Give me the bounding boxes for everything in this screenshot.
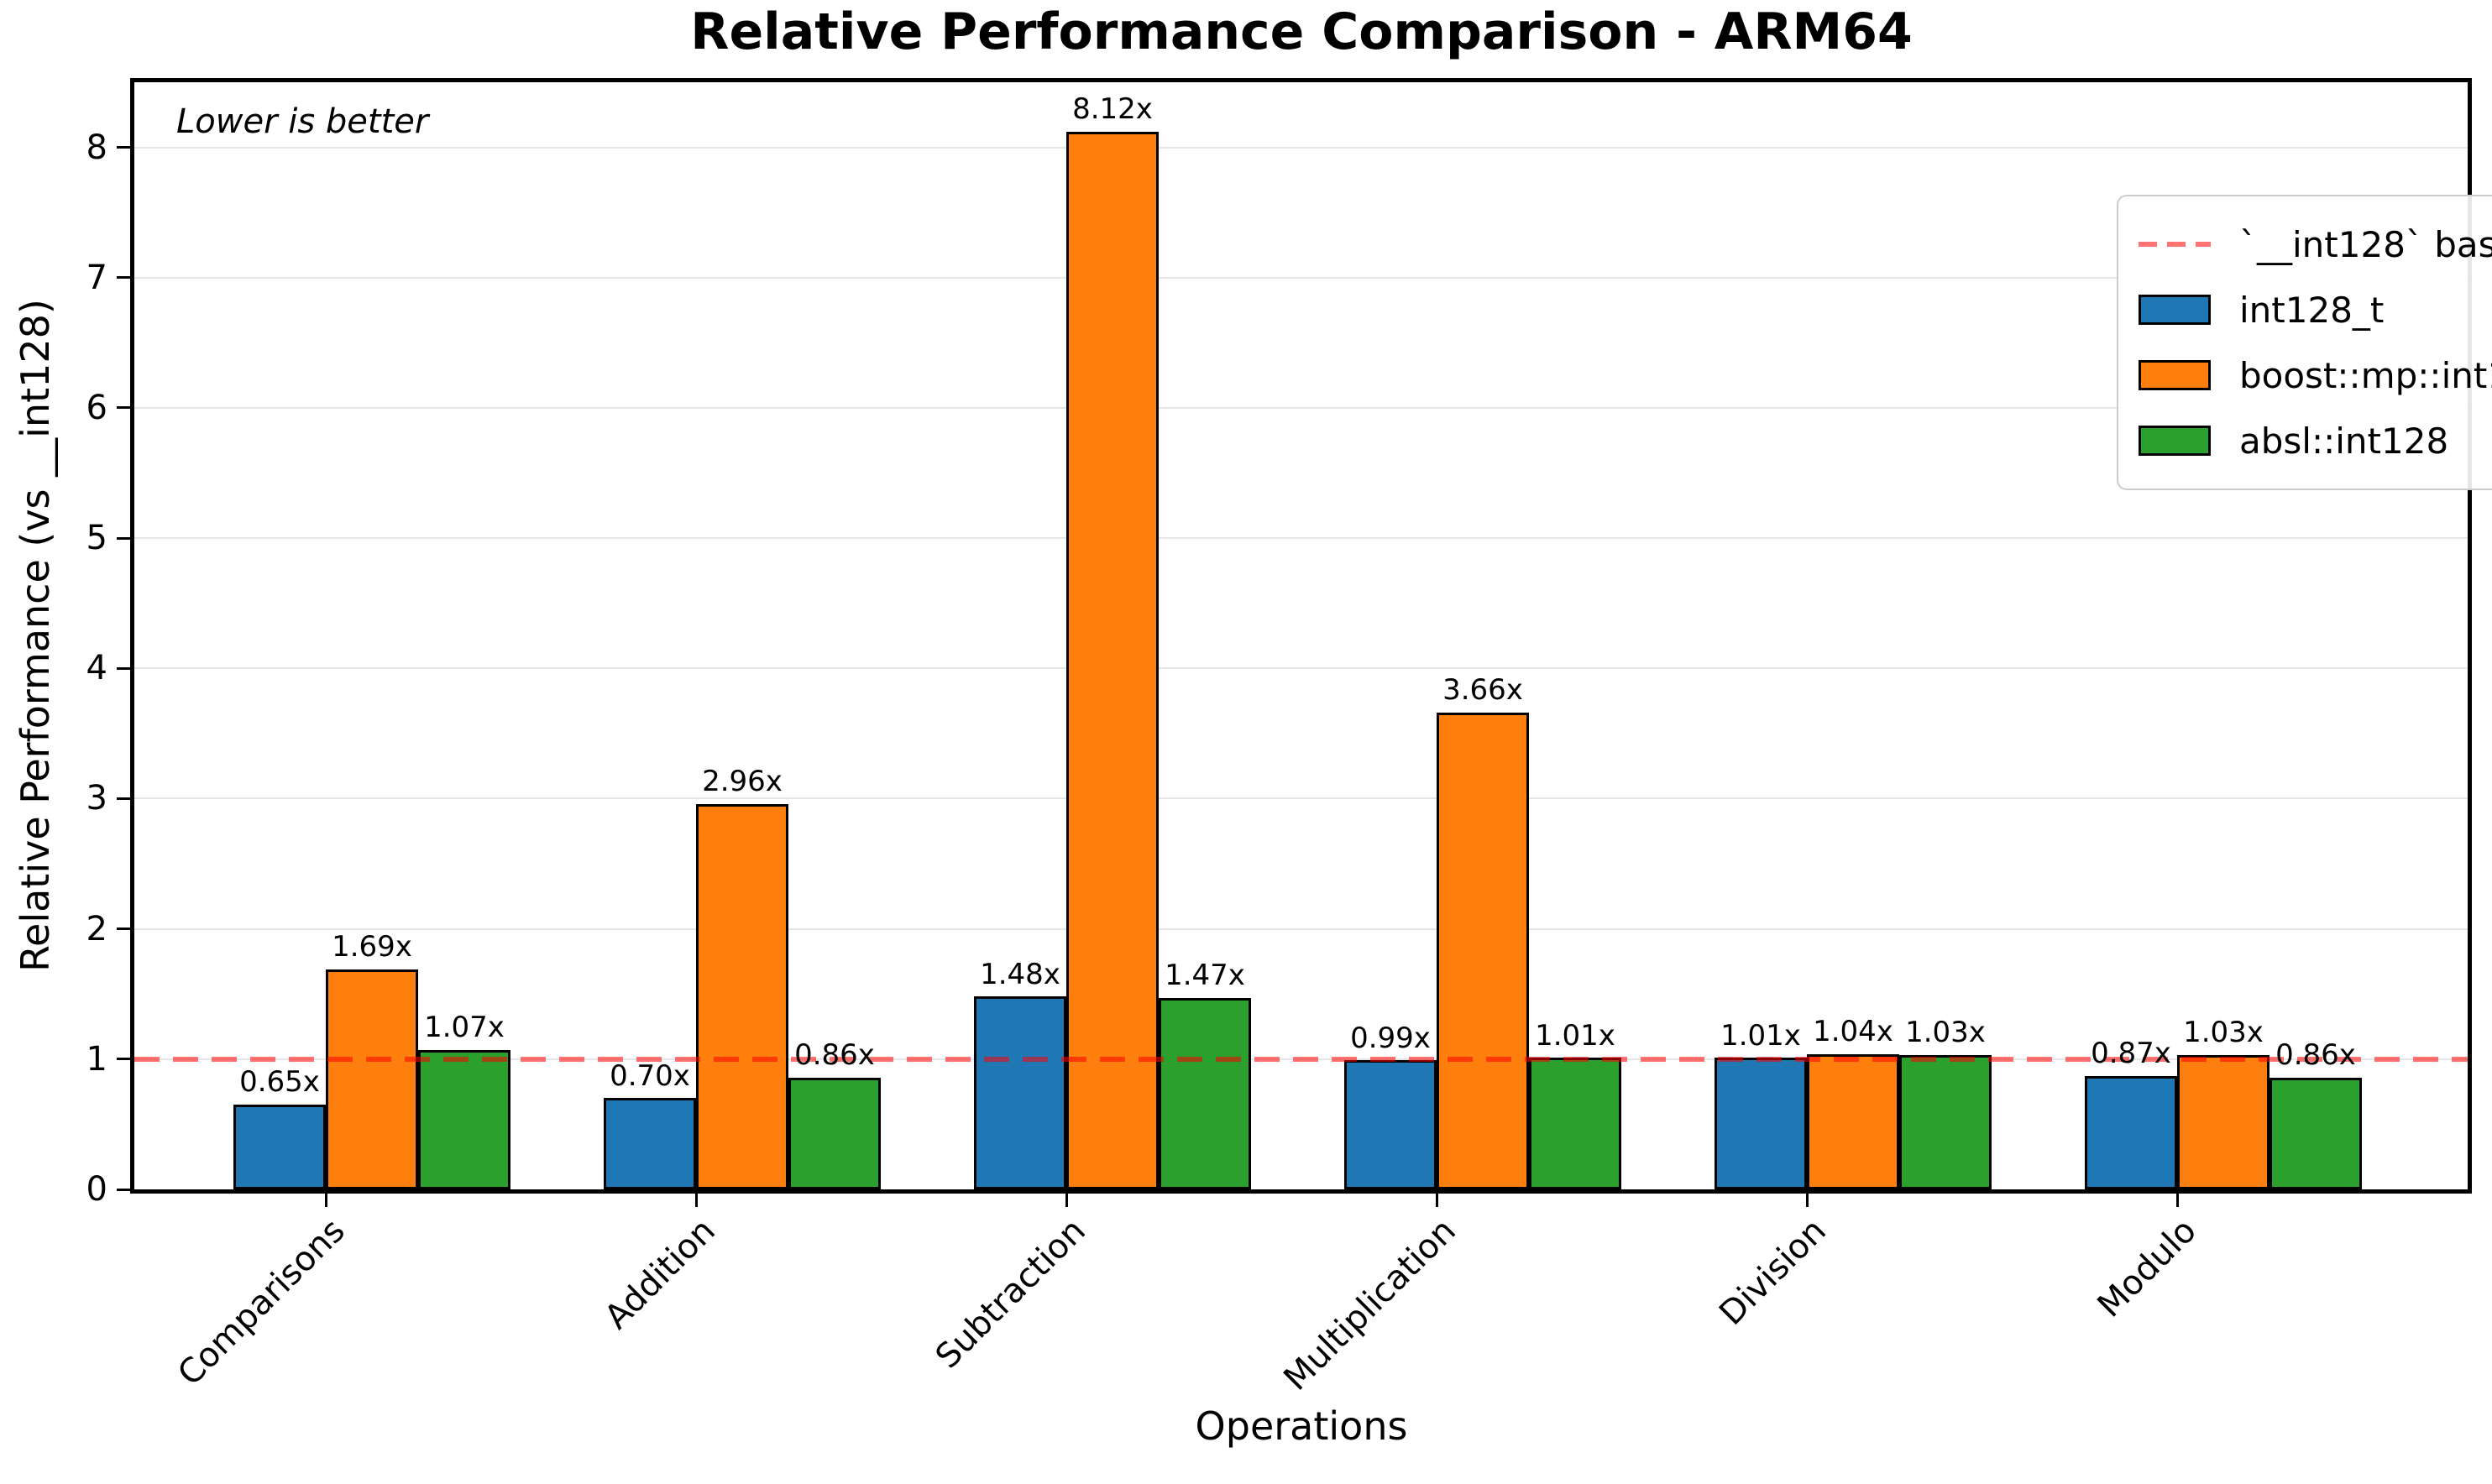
- bar-value-label: 2.96x: [702, 765, 783, 798]
- x-tick-label-multiplication: Multiplication: [1276, 1211, 1463, 1398]
- x-tick-mark-addition: [694, 1194, 698, 1207]
- y-tick-mark-5: [117, 536, 130, 540]
- chart-title: Relative Performance Comparison - ARM64: [690, 3, 1913, 61]
- bar-absl-int128-division: [1899, 1055, 1992, 1189]
- x-tick-label-subtraction: Subtraction: [928, 1211, 1093, 1377]
- legend-swatch: [2139, 426, 2211, 456]
- y-tick-label-3: 3: [86, 779, 107, 818]
- x-tick-label-comparisons: Comparisons: [170, 1211, 353, 1393]
- gridline-y-7: [134, 276, 2468, 279]
- x-tick-mark-modulo: [2175, 1194, 2179, 1207]
- bar-value-label: 0.65x: [239, 1065, 320, 1100]
- gridline-y-6: [134, 406, 2468, 409]
- gridline-y-4: [134, 667, 2468, 670]
- y-tick-mark-8: [117, 146, 130, 149]
- legend-swatch: [2139, 360, 2211, 390]
- bar-value-label: 0.87x: [2091, 1037, 2171, 1071]
- bar-value-label: 1.07x: [424, 1011, 505, 1045]
- legend-entry-boost-mp-int128-t: boost::mp::int128_t: [2139, 342, 2492, 408]
- legend-baseline-dash-sample: [2139, 242, 2211, 247]
- bar-absl-int128-modulo: [2270, 1077, 2362, 1189]
- y-tick-label-8: 8: [86, 128, 107, 167]
- bar-value-label: 1.01x: [1720, 1018, 1801, 1053]
- x-tick-mark-subtraction: [1065, 1194, 1068, 1207]
- bar-boost-mp-int128-t-addition: [696, 803, 788, 1189]
- x-tick-label-addition: Addition: [597, 1211, 723, 1337]
- y-tick-mark-6: [117, 406, 130, 410]
- bar-value-label: 0.99x: [1350, 1021, 1431, 1055]
- bar-boost-mp-int128-t-division: [1807, 1053, 1899, 1189]
- bar-value-label: 1.69x: [332, 930, 412, 964]
- bar-value-label: 1.04x: [1813, 1014, 1893, 1048]
- legend-swatch: [2139, 295, 2211, 325]
- bar-value-label: 1.48x: [980, 957, 1060, 991]
- bar-int128-t-addition: [604, 1098, 696, 1189]
- legend: `__int128` baselineint128_tboost::mp::in…: [2117, 195, 2492, 490]
- bar-int128-t-modulo: [2085, 1076, 2177, 1189]
- legend-entry-baseline: `__int128` baseline: [2139, 212, 2492, 277]
- y-tick-label-1: 1: [86, 1039, 107, 1079]
- bar-value-label: 1.03x: [2183, 1016, 2264, 1050]
- y-tick-mark-3: [117, 797, 130, 800]
- bar-int128-t-multiplication: [1344, 1060, 1437, 1189]
- legend-label: int128_t: [2239, 289, 2385, 331]
- y-tick-mark-1: [117, 1058, 130, 1061]
- bar-int128-t-subtraction: [974, 996, 1066, 1189]
- x-tick-mark-comparisons: [324, 1194, 327, 1207]
- x-tick-mark-division: [1805, 1194, 1809, 1207]
- legend-label: absl::int128: [2239, 420, 2449, 462]
- y-tick-label-2: 2: [86, 909, 107, 948]
- gridline-y-8: [134, 146, 2468, 149]
- bar-absl-int128-multiplication: [1529, 1058, 1621, 1189]
- bar-value-label: 8.12x: [1072, 92, 1153, 127]
- gridline-y-5: [134, 537, 2468, 540]
- x-axis-label: Operations: [1195, 1403, 1408, 1449]
- y-tick-label-7: 7: [86, 258, 107, 297]
- y-tick-label-6: 6: [86, 388, 107, 427]
- bar-int128-t-division: [1715, 1058, 1807, 1189]
- bar-value-label: 0.86x: [794, 1037, 875, 1072]
- legend-entry-int128-t: int128_t: [2139, 277, 2492, 342]
- x-tick-mark-multiplication: [1435, 1194, 1438, 1207]
- gridline-y-2: [134, 928, 2468, 930]
- bar-boost-mp-int128-t-modulo: [2177, 1055, 2270, 1189]
- bar-boost-mp-int128-t-multiplication: [1437, 713, 1529, 1189]
- y-tick-mark-2: [117, 928, 130, 931]
- y-tick-mark-7: [117, 276, 130, 280]
- y-tick-label-0: 0: [86, 1170, 107, 1209]
- legend-label: `__int128` baseline: [2239, 223, 2492, 265]
- y-tick-mark-0: [117, 1188, 130, 1191]
- bar-absl-int128-comparisons: [418, 1049, 510, 1189]
- x-tick-label-modulo: Modulo: [2090, 1211, 2204, 1325]
- bar-value-label: 1.47x: [1165, 959, 1245, 993]
- bar-value-label: 3.66x: [1442, 673, 1523, 708]
- bar-absl-int128-addition: [788, 1077, 881, 1189]
- bar-absl-int128-subtraction: [1159, 997, 1251, 1189]
- plot-area: 0.65x 1.69x 1.07x 0.70x 2.96x 0.86x 1.48x 8.12x…: [130, 78, 2492, 1194]
- x-tick-label-division: Division: [1712, 1211, 1834, 1333]
- y-tick-label-5: 5: [86, 519, 107, 558]
- y-tick-mark-4: [117, 666, 130, 670]
- lower-is-better-annotation: Lower is better: [176, 102, 429, 141]
- bar-value-label: 1.03x: [1905, 1016, 1986, 1050]
- y-tick-label-4: 4: [86, 649, 107, 688]
- legend-entry-absl-int128: absl::int128: [2139, 408, 2492, 473]
- bar-value-label: 0.86x: [2275, 1037, 2356, 1072]
- bar-value-label: 0.70x: [610, 1058, 690, 1093]
- gridline-y-3: [134, 797, 2468, 800]
- bar-int128-t-comparisons: [233, 1105, 326, 1189]
- bar-value-label: 1.01x: [1535, 1018, 1615, 1053]
- baseline-dashed-line: [134, 1056, 2468, 1062]
- bar-boost-mp-int128-t-subtraction: [1066, 131, 1159, 1189]
- bar-boost-mp-int128-t-comparisons: [326, 969, 418, 1189]
- legend-label: boost::mp::int128_t: [2239, 354, 2492, 396]
